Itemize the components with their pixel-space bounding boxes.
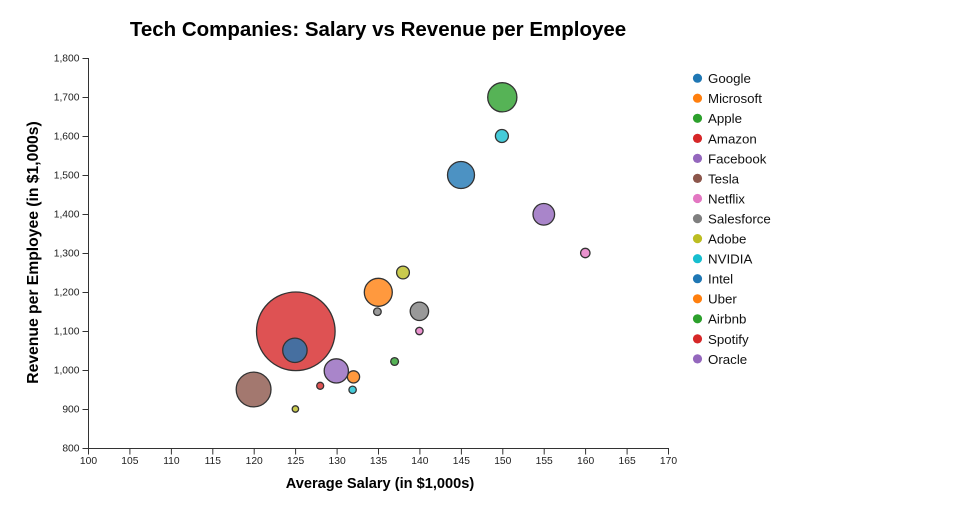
svg-text:Netflix: Netflix [708, 191, 745, 206]
svg-text:130: 130 [329, 456, 346, 467]
svg-text:Uber: Uber [708, 292, 737, 307]
svg-text:Adobe: Adobe [708, 232, 746, 247]
svg-text:Revenue per Employee (in $1,00: Revenue per Employee (in $1,000s) [25, 121, 42, 383]
svg-text:145: 145 [453, 456, 470, 467]
svg-text:155: 155 [536, 456, 553, 467]
svg-text:Spotify: Spotify [708, 332, 749, 347]
svg-text:1,500: 1,500 [54, 171, 80, 182]
svg-text:Tesla: Tesla [708, 171, 740, 186]
svg-text:Microsoft: Microsoft [708, 91, 762, 106]
svg-text:1,300: 1,300 [54, 249, 80, 260]
svg-text:800: 800 [62, 444, 79, 455]
svg-text:Apple: Apple [708, 111, 742, 126]
svg-text:125: 125 [287, 456, 304, 467]
svg-text:160: 160 [577, 456, 594, 467]
svg-text:1,600: 1,600 [54, 132, 80, 143]
svg-text:105: 105 [121, 456, 138, 467]
svg-text:900: 900 [62, 405, 79, 416]
svg-text:Oracle: Oracle [708, 352, 747, 367]
svg-text:135: 135 [370, 456, 387, 467]
svg-text:1,400: 1,400 [54, 210, 80, 221]
svg-text:170: 170 [660, 456, 677, 467]
svg-text:150: 150 [494, 456, 511, 467]
svg-text:Average Salary (in $1,000s): Average Salary (in $1,000s) [286, 476, 475, 492]
svg-text:Tech Companies: Salary vs Reve: Tech Companies: Salary vs Revenue per Em… [130, 18, 626, 41]
svg-text:Airbnb: Airbnb [708, 312, 746, 327]
svg-text:Google: Google [708, 71, 751, 86]
svg-text:1,800: 1,800 [54, 54, 80, 65]
svg-text:165: 165 [619, 456, 636, 467]
svg-text:1,200: 1,200 [54, 288, 80, 299]
svg-text:100: 100 [80, 456, 97, 467]
svg-text:140: 140 [411, 456, 428, 467]
svg-text:Salesforce: Salesforce [708, 212, 771, 227]
svg-text:110: 110 [163, 456, 180, 467]
svg-text:115: 115 [205, 456, 222, 467]
svg-text:120: 120 [246, 456, 263, 467]
svg-text:1,700: 1,700 [54, 93, 80, 104]
svg-text:1,000: 1,000 [54, 366, 80, 377]
svg-text:1,100: 1,100 [54, 327, 80, 338]
svg-text:Amazon: Amazon [708, 131, 757, 146]
svg-text:Intel: Intel [708, 272, 733, 287]
svg-text:Facebook: Facebook [708, 151, 767, 166]
svg-text:NVIDIA: NVIDIA [708, 252, 752, 267]
